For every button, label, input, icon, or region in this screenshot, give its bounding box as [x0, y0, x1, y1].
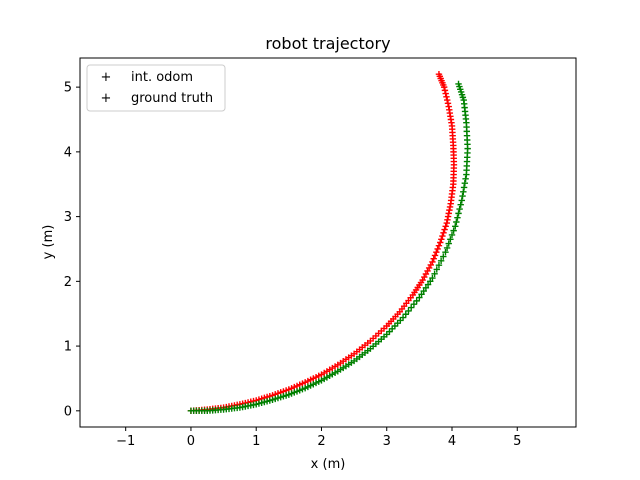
legend: + int. odom + ground truth — [86, 64, 226, 112]
x-axis-ticks: −1 0 1 2 3 4 5 — [116, 427, 521, 449]
point-int-odom — [435, 70, 443, 78]
series-ground-truth — [187, 80, 471, 415]
point-ground-truth — [422, 284, 430, 292]
y-axis-label: y (m) — [41, 225, 56, 260]
series-int-odom — [187, 70, 458, 415]
x-tick-label: 4 — [448, 434, 456, 449]
point-ground-truth — [399, 314, 407, 321]
point-ground-truth — [447, 236, 454, 243]
x-tick-label: 2 — [317, 434, 325, 449]
point-ground-truth — [442, 249, 449, 256]
point-ground-truth — [454, 214, 461, 221]
y-tick-label: 4 — [64, 145, 72, 160]
y-tick-label: 5 — [64, 81, 72, 96]
point-ground-truth — [453, 218, 460, 226]
point-ground-truth — [410, 301, 418, 308]
legend-item-int-odom: + int. odom — [101, 70, 194, 85]
point-int-odom — [441, 226, 448, 233]
x-tick-label: 0 — [187, 434, 195, 449]
point-int-odom — [444, 100, 452, 107]
point-ground-truth — [460, 188, 467, 195]
point-ground-truth — [408, 304, 415, 311]
point-ground-truth — [458, 197, 465, 204]
x-tick-label: 5 — [513, 434, 521, 449]
point-int-odom — [444, 96, 451, 104]
point-ground-truth — [418, 291, 425, 298]
point-int-odom — [434, 245, 441, 253]
point-int-odom — [433, 249, 440, 256]
point-ground-truth — [431, 270, 438, 277]
point-ground-truth — [420, 287, 427, 295]
point-ground-truth — [402, 311, 409, 318]
point-ground-truth — [443, 244, 451, 252]
point-ground-truth — [427, 278, 434, 285]
point-int-odom — [442, 90, 449, 97]
point-int-odom — [439, 232, 446, 240]
point-ground-truth — [462, 175, 469, 183]
axes-frame — [79, 57, 577, 428]
point-int-odom — [430, 255, 437, 262]
point-ground-truth — [416, 294, 423, 301]
y-tick-label: 2 — [64, 275, 72, 290]
point-int-odom — [437, 239, 444, 246]
point-ground-truth — [448, 231, 456, 239]
y-tick-label: 0 — [64, 404, 72, 419]
point-ground-truth — [429, 274, 436, 282]
point-int-odom — [442, 223, 449, 230]
legend-label-ground-truth: ground truth — [131, 91, 213, 106]
legend-box — [86, 64, 226, 112]
series-layer — [187, 70, 471, 415]
y-tick-label: 3 — [64, 210, 72, 225]
point-ground-truth — [437, 257, 445, 265]
point-ground-truth — [440, 253, 447, 260]
point-ground-truth — [457, 201, 464, 208]
legend-item-ground-truth: + ground truth — [101, 91, 214, 106]
point-int-odom — [435, 242, 443, 249]
point-ground-truth — [461, 179, 469, 187]
point-ground-truth — [456, 205, 463, 213]
y-axis-ticks: 0 1 2 3 4 5 — [64, 81, 80, 419]
point-ground-truth — [450, 227, 457, 234]
point-ground-truth — [460, 184, 468, 191]
point-int-odom — [440, 229, 447, 236]
point-int-odom — [429, 258, 436, 266]
point-ground-truth — [455, 80, 462, 88]
x-axis-label: x (m) — [311, 457, 346, 472]
point-int-odom — [441, 87, 449, 94]
x-tick-label: 1 — [252, 434, 260, 449]
y-tick-label: 1 — [64, 340, 72, 355]
point-ground-truth — [433, 266, 440, 273]
plot-area: −1 0 1 2 3 4 5 0 1 2 3 4 5 — [64, 57, 577, 449]
point-ground-truth — [413, 297, 420, 305]
point-int-odom — [443, 93, 450, 101]
point-ground-truth — [435, 261, 443, 269]
point-ground-truth — [455, 210, 462, 217]
legend-marker-ground-truth: + — [101, 91, 112, 106]
point-int-odom — [431, 252, 439, 259]
x-tick-label: −1 — [116, 434, 135, 449]
x-tick-label: 3 — [383, 434, 391, 449]
legend-marker-int-odom: + — [101, 70, 112, 85]
point-ground-truth — [459, 192, 466, 200]
point-ground-truth — [452, 223, 459, 230]
point-ground-truth — [405, 307, 412, 315]
point-int-odom — [438, 236, 445, 243]
point-ground-truth — [445, 240, 452, 247]
chart-title: robot trajectory — [265, 34, 390, 53]
point-int-odom — [445, 103, 452, 110]
point-ground-truth — [424, 281, 432, 288]
legend-label-int-odom: int. odom — [131, 70, 193, 85]
